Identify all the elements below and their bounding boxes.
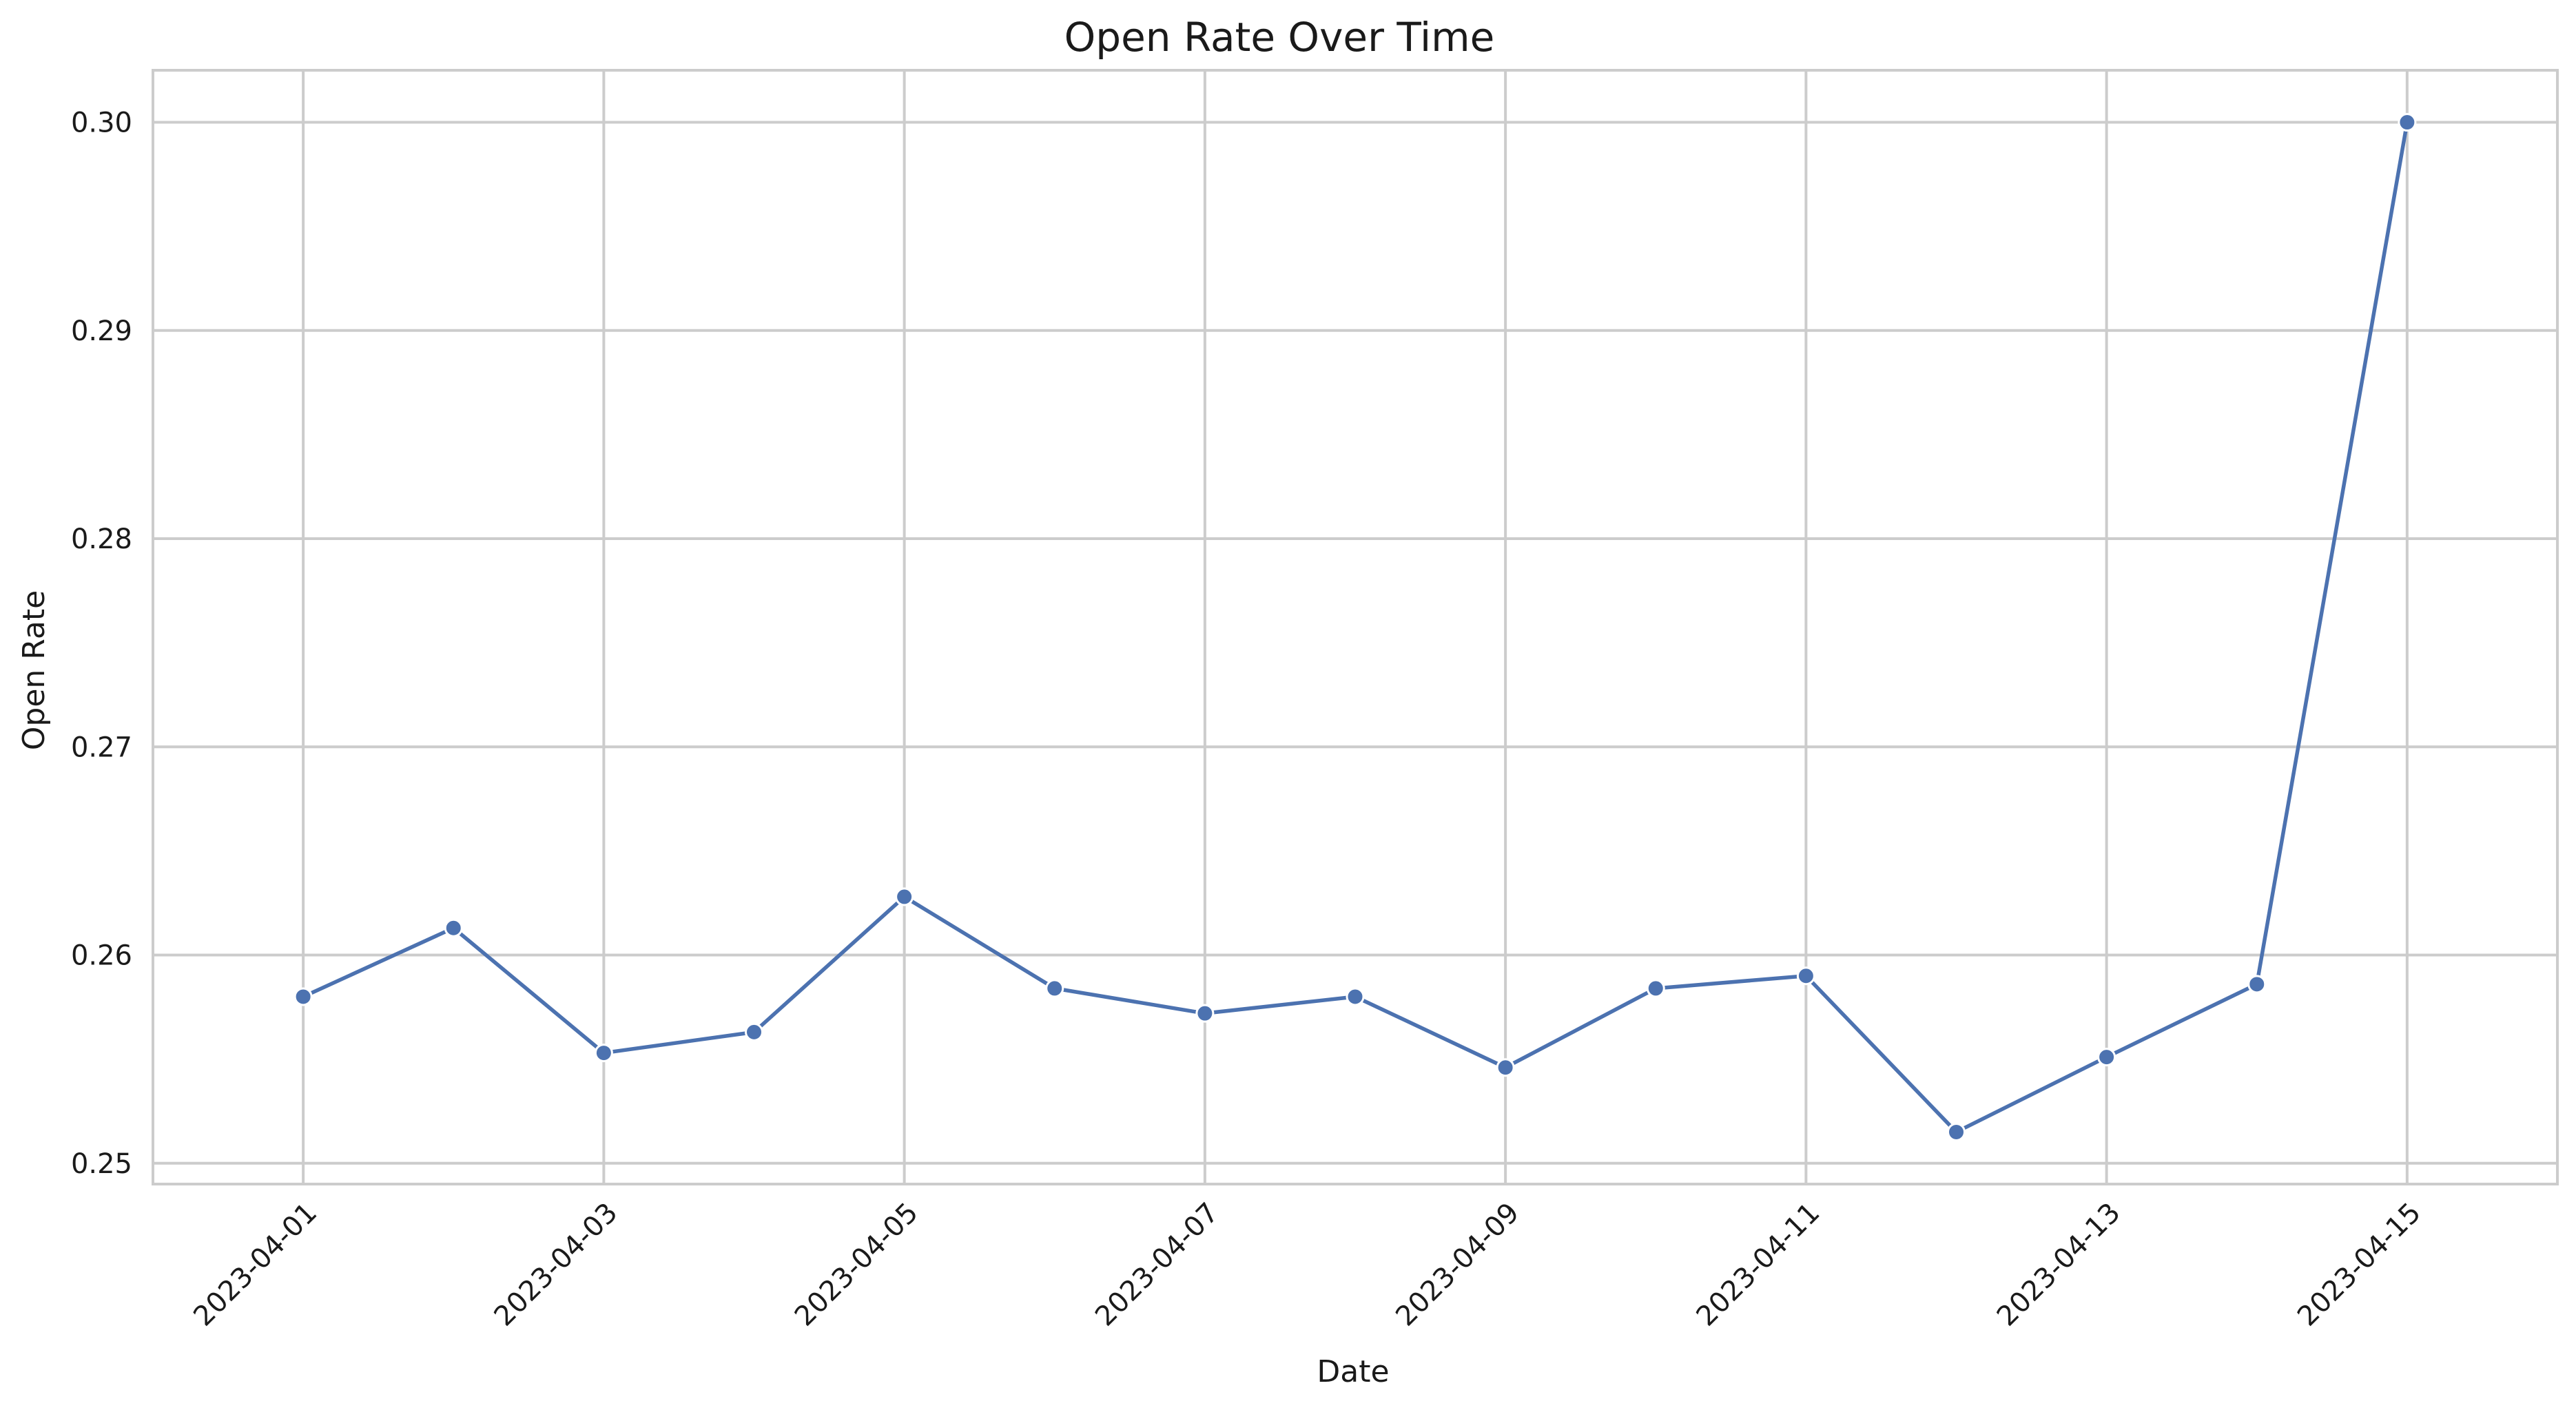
data-point <box>1045 979 1064 998</box>
data-point <box>2247 975 2267 994</box>
data-point <box>1195 1004 1215 1023</box>
data-point <box>444 918 463 937</box>
grid <box>153 70 2557 1184</box>
y-axis-label: Open Rate <box>17 590 52 750</box>
data-point <box>1796 966 1815 986</box>
data-point <box>594 1044 613 1063</box>
data-point <box>2398 113 2417 132</box>
data-point <box>745 1022 763 1041</box>
plot-frame <box>152 69 2559 1185</box>
series-layer <box>293 113 2417 1141</box>
y-tick-label: 0.30 <box>71 107 132 139</box>
y-tick-label: 0.28 <box>71 523 132 555</box>
data-point <box>1947 1122 1966 1141</box>
data-point <box>1496 1058 1515 1077</box>
data-point <box>1646 979 1665 998</box>
data-point <box>293 987 313 1006</box>
y-tick-label: 0.29 <box>71 315 132 347</box>
y-axis-ticks: 0.25 0.26 0.27 0.28 0.29 0.30 <box>71 107 132 1180</box>
data-point <box>895 887 914 906</box>
x-axis-label: Date <box>1317 1354 1389 1389</box>
data-point <box>1346 987 1365 1006</box>
y-tick-label: 0.27 <box>71 732 132 763</box>
y-tick-label: 0.25 <box>71 1148 132 1180</box>
data-point <box>2097 1048 2116 1067</box>
chart-title: Open Rate Over Time <box>1064 14 1495 61</box>
y-tick-label: 0.26 <box>71 940 132 972</box>
